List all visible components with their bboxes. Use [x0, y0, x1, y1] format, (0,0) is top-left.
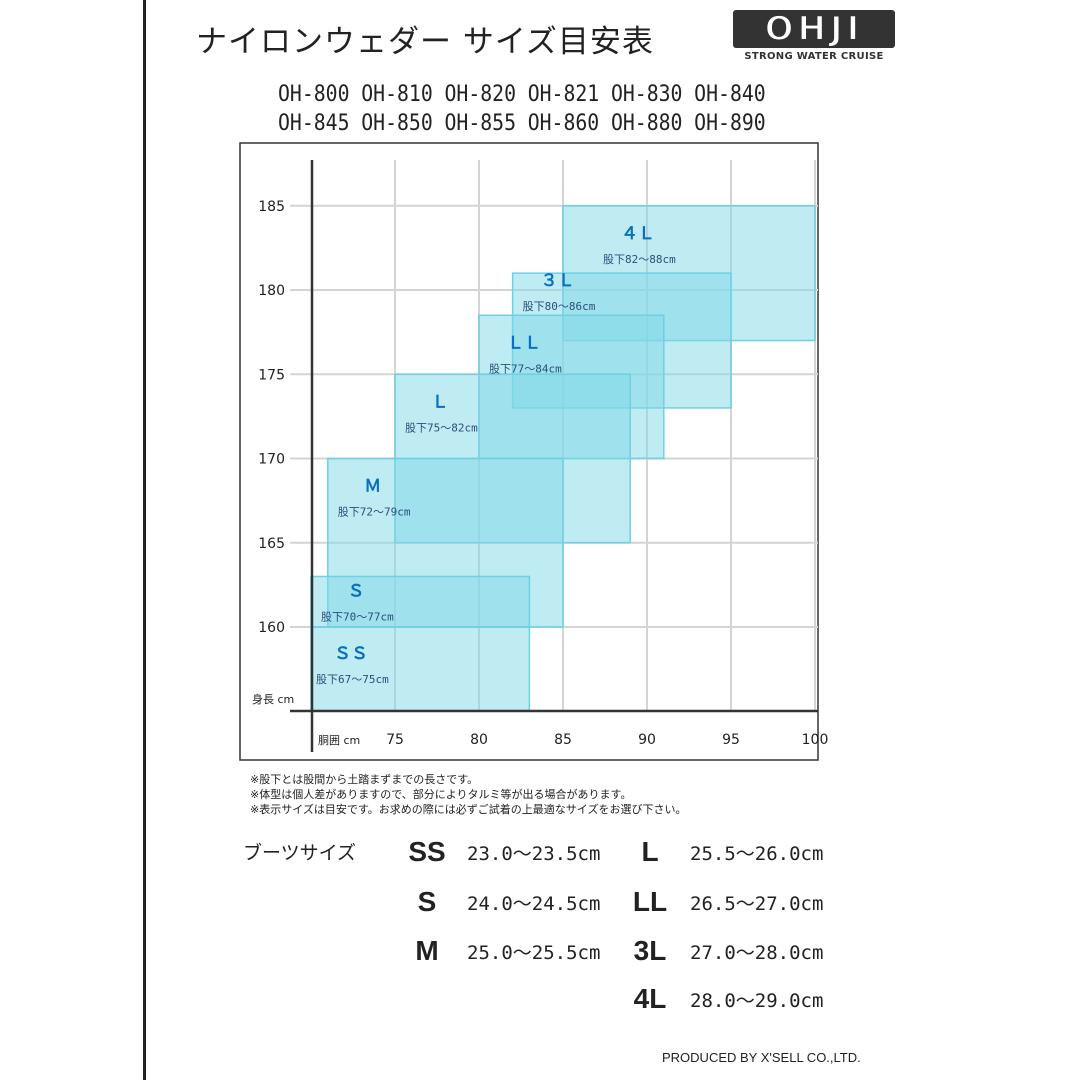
size-label: Ｌ [432, 392, 449, 412]
y-tick-label: 165 [258, 536, 285, 552]
size-label: ＬＬ [507, 333, 541, 353]
note: ※股下とは股間から土踏まずまでの長さです。 [250, 773, 479, 786]
x-axis-label: 胴囲 cm [318, 734, 360, 747]
boot-size-row: SS 23.0～23.5cm [397, 836, 600, 868]
model-number: OH-810 [361, 82, 433, 107]
model-number: OH-845 [278, 111, 350, 136]
size-range-box [310, 626, 531, 712]
model-number: OH-840 [694, 82, 766, 107]
model-number: OH-860 [527, 111, 600, 136]
boot-size-row: LL 26.5～27.0cm [620, 886, 824, 918]
boot-range: 24.0～24.5cm [467, 892, 601, 915]
size-range-box [310, 575, 531, 628]
note: ※体型は個人差がありますので、部分によりタルミ等が出る場合があります。 [250, 788, 632, 801]
model-number: OH-800 [278, 82, 350, 107]
y-tick-label: 170 [258, 452, 285, 468]
boot-size: S [417, 886, 437, 917]
inseam-label: 股下77～84cm [489, 362, 562, 375]
inseam-label: 股下70～77cm [321, 610, 394, 623]
model-number: OH-880 [610, 111, 683, 136]
boot-range: 28.0～29.0cm [690, 989, 824, 1012]
boot-range: 25.5～26.0cm [690, 842, 824, 865]
y-tick-label: 160 [258, 620, 285, 636]
x-tick-label: 75 [386, 732, 404, 748]
x-tick-label: 95 [722, 732, 740, 748]
model-number: OH-820 [444, 82, 517, 107]
inseam-label: 股下80～86cm [523, 300, 596, 313]
model-number: OH-850 [361, 111, 433, 136]
boot-range: 25.0～25.5cm [467, 941, 601, 964]
boot-size: 3L [633, 935, 667, 966]
y-tick-label: 185 [258, 199, 285, 215]
page-title: ナイロンウェダー サイズ目安表 [196, 24, 654, 60]
size-label: ＳＳ [334, 644, 368, 664]
boot-size-row: M 25.0～25.5cm [397, 935, 600, 967]
notes: ※股下とは股間から土踏まずまでの長さです。 ※体型は個人差がありますので、部分に… [250, 772, 686, 817]
model-number: OH-830 [610, 82, 683, 107]
inseam-label: 股下67～75cm [316, 673, 389, 686]
boot-size: L [641, 836, 659, 867]
model-list: OH-800 OH-810 OH-820 OH-821 OH-830 OH-840 OH-… [278, 80, 777, 138]
boot-size: M [415, 935, 439, 966]
y-axis-label: 身長 cm [252, 692, 294, 706]
model-number: OH-821 [527, 82, 600, 107]
boot-size-row: S 24.0～24.5cm [397, 886, 601, 918]
size-label: Ｍ [364, 477, 381, 497]
boot-size: SS [408, 836, 446, 867]
logo-tagline: STRONG WATER CRUISE [744, 51, 884, 62]
note: ※表示サイズは目安です。お求めの際には必ずご試着の上最適なサイズをお選び下さい。 [250, 803, 687, 816]
size-label: ３Ｌ [541, 271, 575, 291]
model-row: OH-845 OH-850 OH-855 OH-860 OH-880 OH-890 [278, 109, 777, 138]
ohji-logo: OHJI STRONG WATER CRUISE [733, 9, 895, 62]
size-label: ４Ｌ [621, 224, 655, 244]
boot-range: 23.0～23.5cm [467, 842, 601, 865]
boots-label: ブーツサイズ [243, 842, 357, 864]
logo-mark: OHJI [733, 9, 895, 49]
model-row: OH-800 OH-810 OH-820 OH-821 OH-830 OH-840 [278, 80, 777, 109]
inseam-label: 股下75～82cm [405, 421, 478, 434]
boot-range: 26.5～27.0cm [690, 892, 824, 915]
x-tick-label: 85 [554, 732, 572, 748]
boot-size-row: 4L 28.0～29.0cm [620, 983, 824, 1015]
boot-size-row: 3L 27.0～28.0cm [620, 935, 824, 967]
y-tick-label: 180 [258, 283, 285, 299]
footer-credit: PRODUCED BY X'SELL CO.,LTD. [662, 1050, 861, 1065]
y-tick-label: 175 [258, 367, 285, 383]
x-tick-label: 80 [470, 732, 488, 748]
inseam-label: 股下72～79cm [338, 506, 411, 519]
boot-size: 4L [633, 983, 667, 1014]
x-tick-label: 90 [638, 732, 656, 748]
boot-size: LL [632, 886, 668, 917]
boot-size-row: L 25.5～26.0cm [620, 836, 823, 868]
page-border [143, 0, 146, 1080]
x-tick-label: 100 [802, 732, 829, 748]
model-number: OH-890 [694, 111, 766, 136]
model-number: OH-855 [444, 111, 517, 136]
inseam-label: 股下82～88cm [603, 253, 676, 266]
size-label: Ｓ [348, 581, 365, 601]
boot-range: 27.0～28.0cm [690, 941, 824, 964]
